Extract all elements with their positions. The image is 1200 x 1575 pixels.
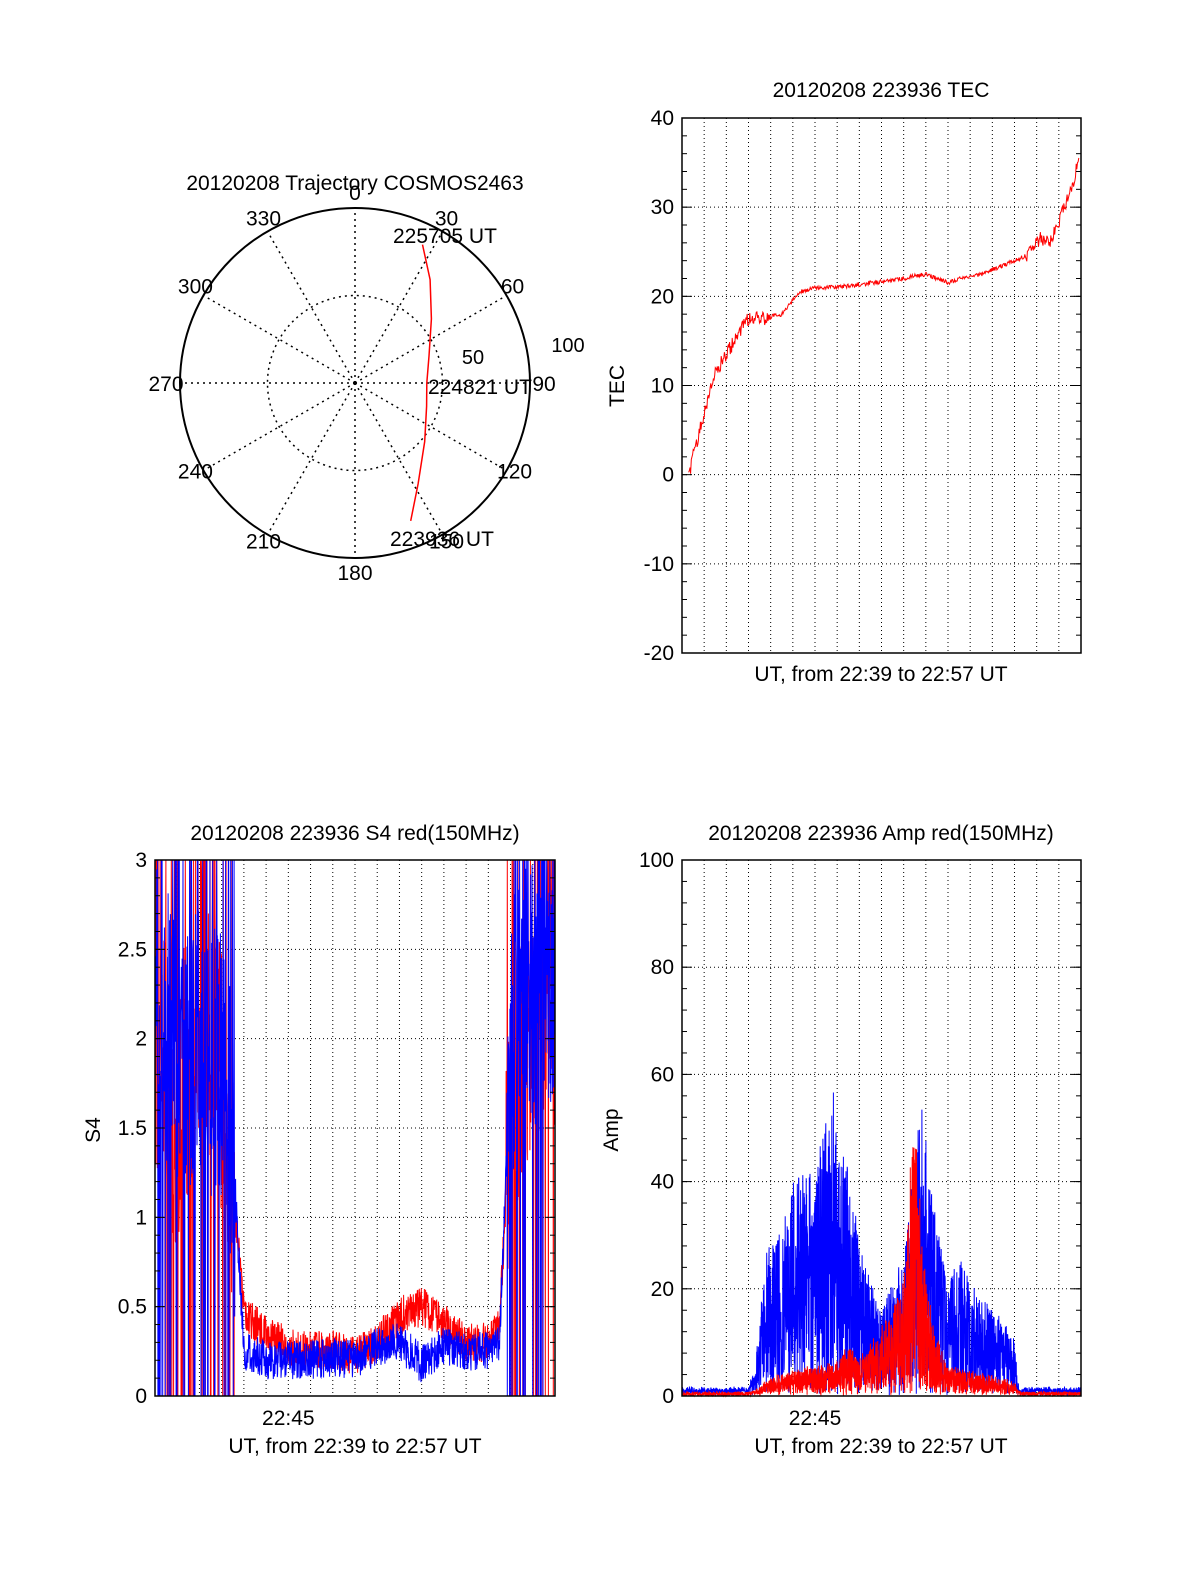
tec-title: 20120208 223936 TEC bbox=[773, 79, 990, 102]
tec-panel: 20120208 223936 TEC -20 -10 0 10 20 30 40 UT, … bbox=[606, 79, 1082, 686]
trajectory-title: 20120208 Trajectory COSMOS2463 bbox=[186, 172, 523, 195]
ytick-label: -10 bbox=[644, 553, 674, 576]
ytick-label: 40 bbox=[651, 1171, 674, 1194]
trajectory-track bbox=[409, 244, 433, 522]
angle-label-330: 330 bbox=[246, 207, 281, 230]
angle-label-120: 120 bbox=[497, 461, 532, 484]
spoke-120 bbox=[354, 382, 507, 472]
ytick-label: 0 bbox=[662, 1385, 674, 1408]
tec-grid bbox=[682, 118, 1081, 653]
spoke-330 bbox=[266, 231, 356, 384]
ytick-label: 40 bbox=[651, 107, 674, 130]
series-line bbox=[688, 157, 1080, 474]
angle-label-60: 60 bbox=[501, 276, 524, 299]
polar-angle-labels: 0 30 60 90 120 150 180 210 240 270 300 330 bbox=[148, 182, 555, 585]
time-label-start: 223936 UT bbox=[390, 528, 494, 551]
angle-label-150: 150 bbox=[429, 531, 464, 554]
tec-series bbox=[688, 157, 1080, 474]
ytick-label: 1.5 bbox=[118, 1117, 147, 1140]
ytick-label: 100 bbox=[639, 849, 674, 872]
amp-ylabel: Amp bbox=[600, 1108, 623, 1151]
spoke-210 bbox=[266, 382, 356, 535]
ytick-label: 0 bbox=[662, 464, 674, 487]
s4-xlabel: UT, from 22:39 to 22:57 UT bbox=[228, 1435, 481, 1458]
s4-xticks: 22:45 bbox=[262, 1407, 315, 1430]
angle-label-0: 0 bbox=[349, 182, 361, 205]
amp-xticks: 22:45 bbox=[789, 1407, 842, 1430]
s4-title: 20120208 223936 S4 red(150MHz) bbox=[190, 822, 519, 845]
polar-spokes bbox=[180, 208, 530, 558]
ytick-label: 2 bbox=[135, 1028, 147, 1051]
s4-yticks: 0 0.5 1 1.5 2 2.5 3 bbox=[118, 849, 555, 1408]
ytick-label: 3 bbox=[135, 849, 147, 872]
spoke-240 bbox=[203, 382, 356, 472]
time-label-end: 225705 UT bbox=[393, 225, 497, 248]
tec-xlabel: UT, from 22:39 to 22:57 UT bbox=[754, 663, 1007, 686]
tec-ylabel: TEC bbox=[606, 365, 629, 407]
amp-grid bbox=[682, 860, 1081, 1396]
xtick-label: 22:45 bbox=[789, 1407, 842, 1430]
radial-label-50: 50 bbox=[462, 347, 484, 369]
angle-label-270: 270 bbox=[148, 373, 183, 396]
angle-label-300: 300 bbox=[178, 276, 213, 299]
trajectory-panel: 20120208 Trajectory COSMOS2463 0 30 60 90 12… bbox=[148, 172, 584, 585]
time-label-mid: 224821 UT bbox=[428, 376, 532, 399]
angle-label-90: 90 bbox=[532, 373, 555, 396]
ytick-label: 0.5 bbox=[118, 1296, 147, 1319]
ytick-label: 80 bbox=[651, 956, 674, 979]
ytick-label: 1 bbox=[135, 1206, 147, 1229]
spoke-150 bbox=[354, 382, 444, 535]
radial-label-100: 100 bbox=[551, 335, 584, 357]
s4-panel: 20120208 223936 S4 red(150MHz) 0 0.5 1 1.5 2… bbox=[82, 822, 556, 1458]
ytick-label: 10 bbox=[651, 375, 674, 398]
amp-yticks: 0 20 40 60 80 100 bbox=[639, 849, 1081, 1408]
xtick-label: 22:45 bbox=[262, 1407, 315, 1430]
angle-label-30: 30 bbox=[435, 207, 458, 230]
amp-xlabel: UT, from 22:39 to 22:57 UT bbox=[754, 1435, 1007, 1458]
amp-title: 20120208 223936 Amp red(150MHz) bbox=[708, 822, 1054, 845]
s4-series bbox=[154, 859, 556, 1397]
ytick-label: 60 bbox=[651, 1063, 674, 1086]
angle-label-240: 240 bbox=[178, 461, 213, 484]
spoke-300 bbox=[203, 294, 356, 384]
ytick-label: 2.5 bbox=[118, 938, 147, 961]
ytick-label: -20 bbox=[644, 642, 674, 665]
ytick-label: 0 bbox=[135, 1385, 147, 1408]
ytick-label: 30 bbox=[651, 196, 674, 219]
angle-label-180: 180 bbox=[337, 562, 372, 585]
amp-panel: 20120208 223936 Amp red(150MHz) 0 20 40 60 8… bbox=[600, 822, 1082, 1458]
s4-ylabel: S4 bbox=[82, 1117, 105, 1143]
amp-frame bbox=[681, 859, 1082, 1397]
ytick-label: 20 bbox=[651, 285, 674, 308]
spoke-60 bbox=[354, 294, 507, 384]
ytick-label: 20 bbox=[651, 1278, 674, 1301]
tec-yticks: -20 -10 0 10 20 30 40 bbox=[644, 107, 1081, 665]
angle-label-210: 210 bbox=[246, 531, 281, 554]
blue-line bbox=[154, 859, 556, 1397]
spoke-30 bbox=[354, 231, 444, 384]
inner-ring bbox=[266, 294, 444, 472]
